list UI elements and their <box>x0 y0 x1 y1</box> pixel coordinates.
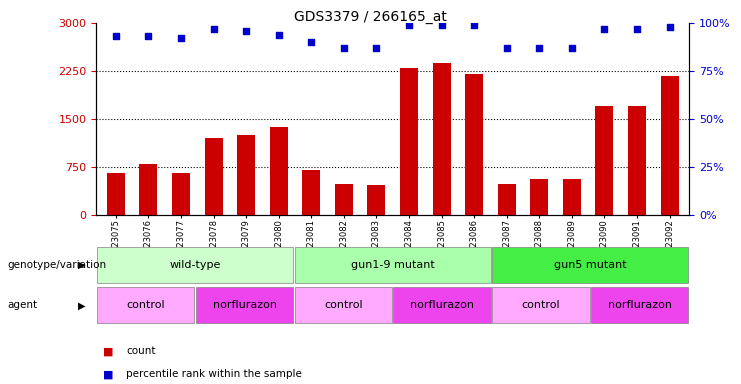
FancyBboxPatch shape <box>97 247 293 283</box>
Point <box>664 24 676 30</box>
Point <box>599 26 611 32</box>
Text: ▶: ▶ <box>78 260 85 270</box>
Bar <box>661 76 679 215</box>
Text: control: control <box>324 300 362 310</box>
FancyBboxPatch shape <box>196 287 293 323</box>
Bar <box>205 138 222 215</box>
FancyBboxPatch shape <box>295 287 392 323</box>
Point <box>175 35 187 41</box>
Bar <box>107 174 124 215</box>
Bar <box>433 63 451 215</box>
Point <box>468 22 480 28</box>
Text: norflurazon: norflurazon <box>213 300 276 310</box>
Point <box>566 45 578 51</box>
Bar <box>237 135 255 215</box>
FancyBboxPatch shape <box>492 247 688 283</box>
FancyBboxPatch shape <box>295 247 491 283</box>
Point <box>338 45 350 51</box>
Bar <box>335 184 353 215</box>
Text: ▶: ▶ <box>78 300 85 310</box>
Bar <box>465 74 483 215</box>
Text: count: count <box>126 346 156 356</box>
Point <box>631 26 643 32</box>
Point <box>110 33 122 40</box>
Point <box>142 33 154 40</box>
Bar <box>139 164 157 215</box>
Text: control: control <box>127 300 165 310</box>
Text: norflurazon: norflurazon <box>410 300 474 310</box>
Text: ■: ■ <box>96 369 114 379</box>
Bar <box>368 185 385 215</box>
Point <box>370 45 382 51</box>
Bar <box>400 68 418 215</box>
Point <box>207 26 219 32</box>
Text: agent: agent <box>7 300 38 310</box>
Bar <box>270 127 288 215</box>
Text: wild-type: wild-type <box>170 260 221 270</box>
Text: gun1-9 mutant: gun1-9 mutant <box>350 260 435 270</box>
Text: control: control <box>522 300 560 310</box>
Text: gun5 mutant: gun5 mutant <box>554 260 627 270</box>
Text: ■: ■ <box>96 346 114 356</box>
Point <box>273 31 285 38</box>
FancyBboxPatch shape <box>591 287 688 323</box>
Text: norflurazon: norflurazon <box>608 300 672 310</box>
FancyBboxPatch shape <box>492 287 590 323</box>
Text: genotype/variation: genotype/variation <box>7 260 107 270</box>
Point <box>305 39 317 45</box>
Text: GDS3379 / 266165_at: GDS3379 / 266165_at <box>294 10 447 23</box>
Bar <box>628 106 646 215</box>
Bar <box>563 179 581 215</box>
Bar <box>596 106 614 215</box>
Text: percentile rank within the sample: percentile rank within the sample <box>126 369 302 379</box>
Bar <box>302 170 320 215</box>
Point <box>534 45 545 51</box>
Point <box>240 28 252 34</box>
FancyBboxPatch shape <box>97 287 194 323</box>
Point <box>501 45 513 51</box>
Point <box>403 22 415 28</box>
Point <box>436 22 448 28</box>
Bar <box>498 184 516 215</box>
Bar <box>172 174 190 215</box>
FancyBboxPatch shape <box>393 287 491 323</box>
Bar <box>531 179 548 215</box>
